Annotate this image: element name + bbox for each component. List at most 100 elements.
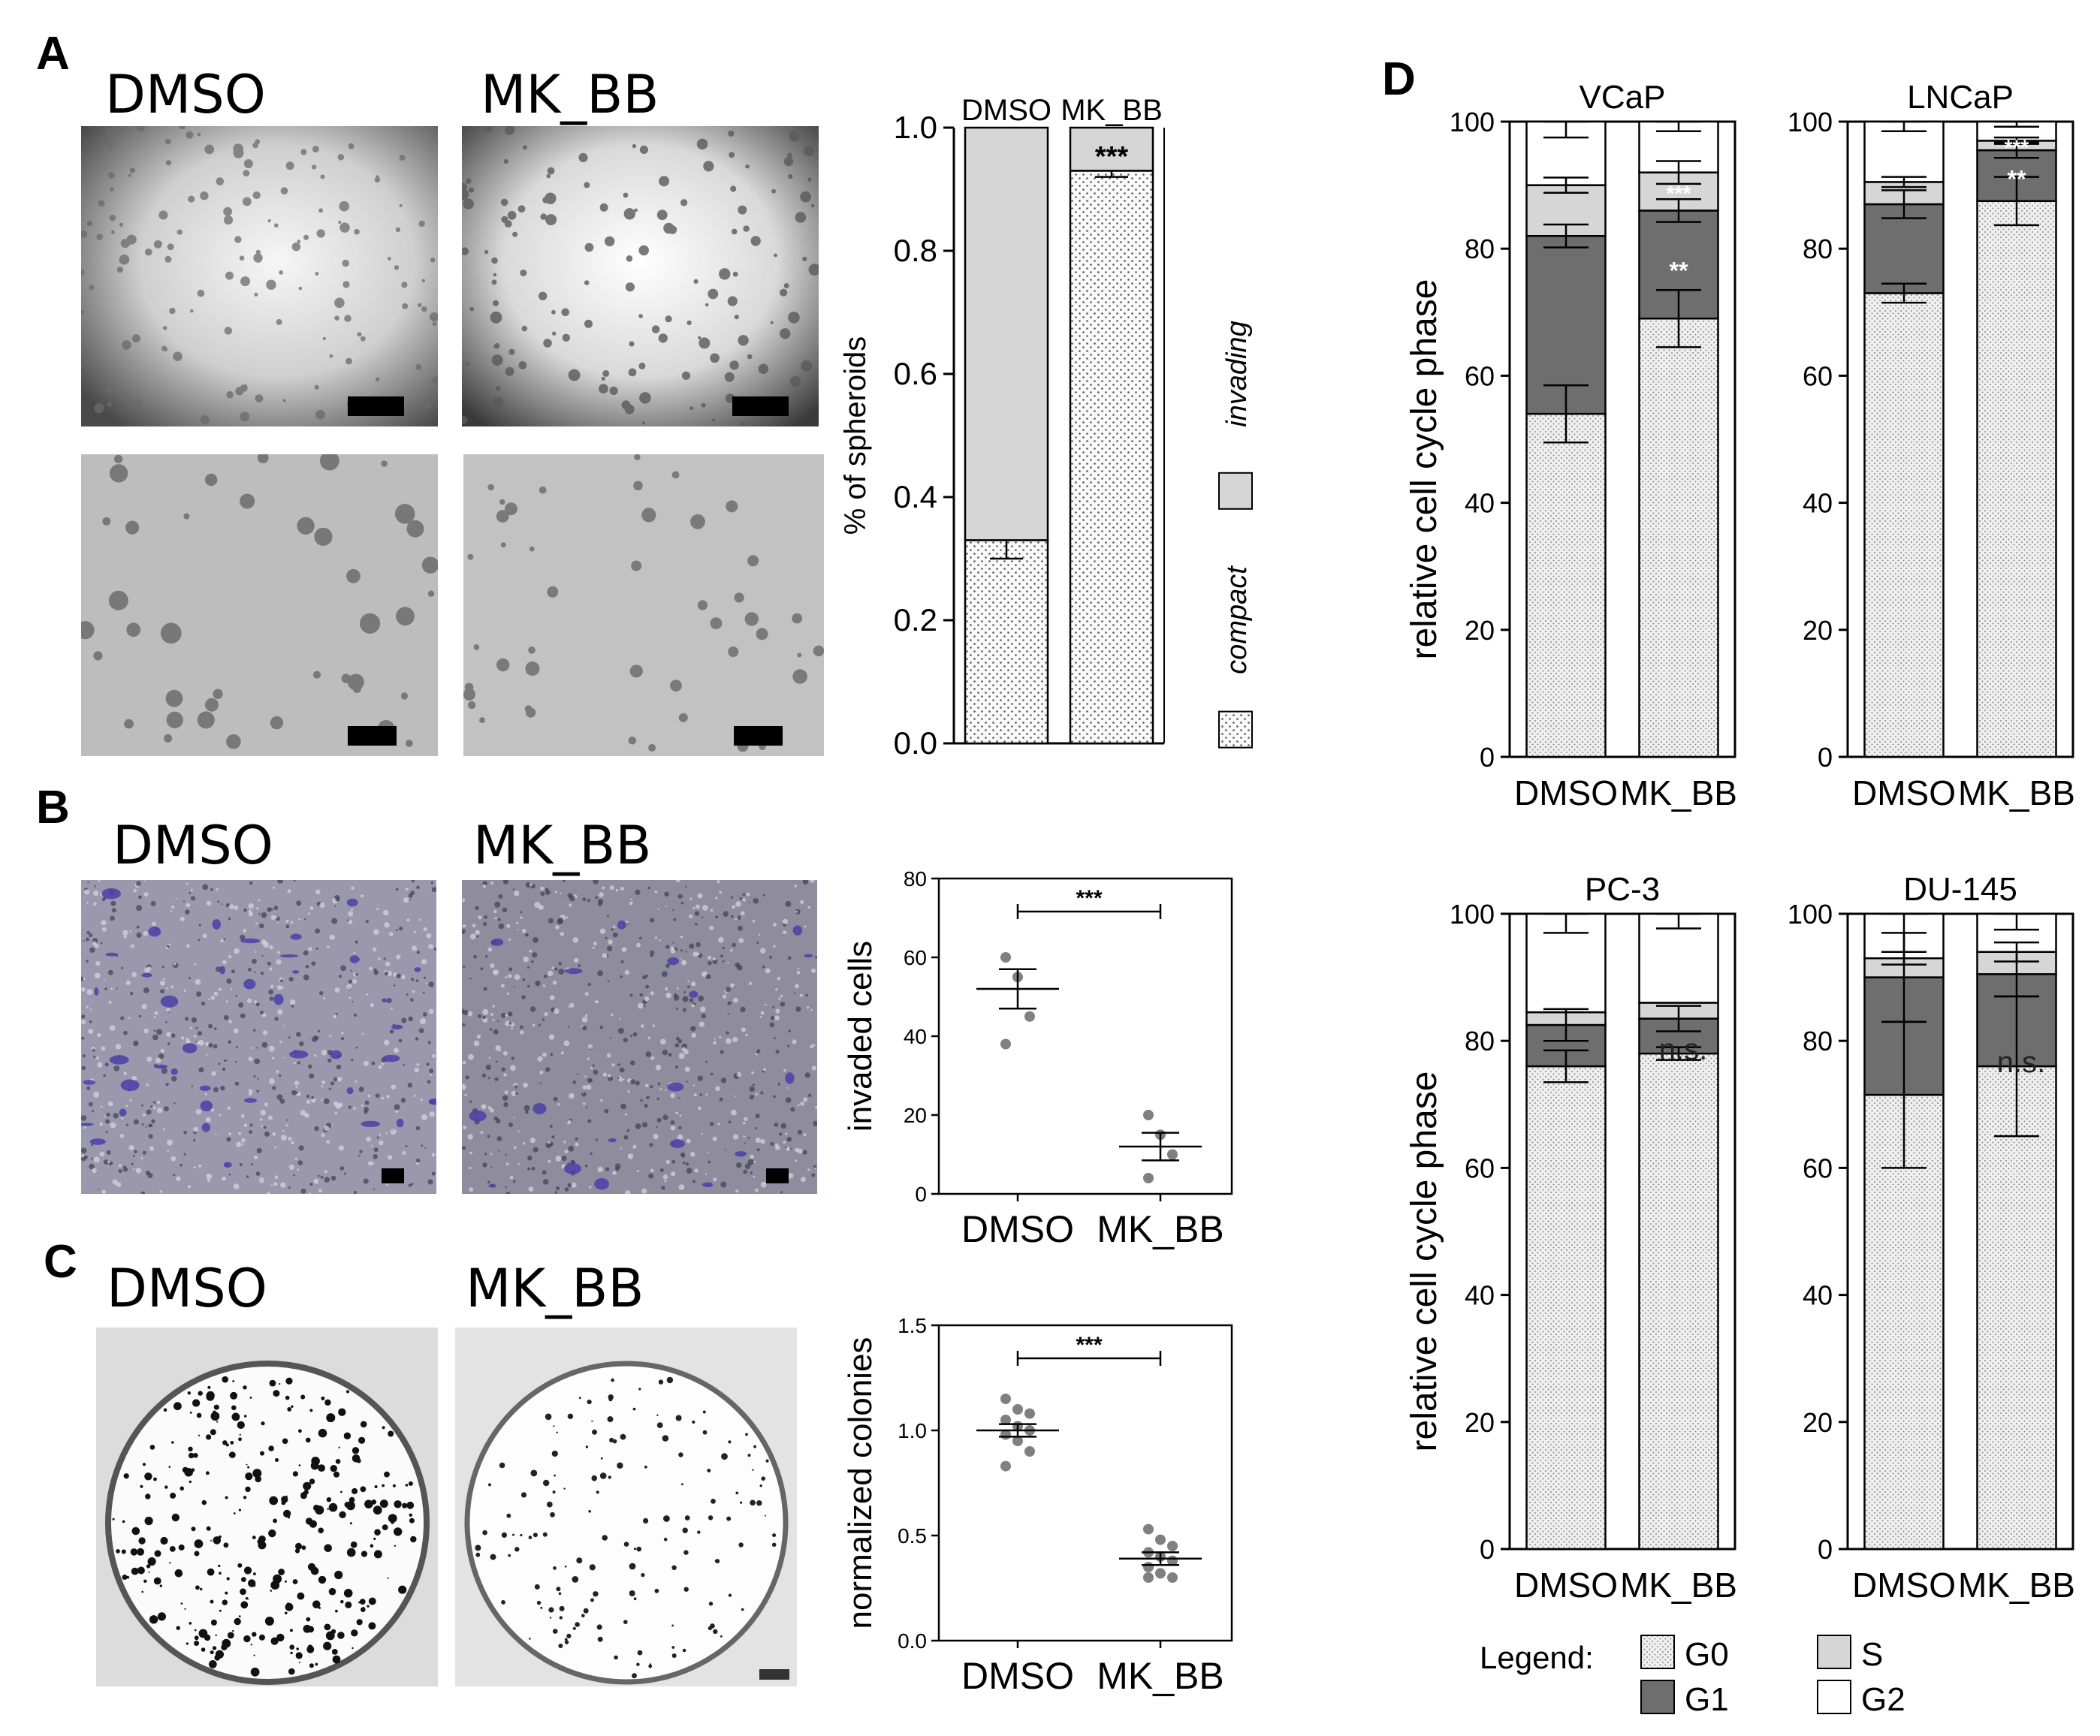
speck: [786, 1137, 792, 1142]
speck: [483, 922, 487, 927]
colony: [671, 1653, 677, 1658]
speck: [619, 1067, 625, 1073]
speck: [584, 182, 590, 188]
speck: [732, 1134, 739, 1140]
speck: [102, 517, 111, 526]
speck: [352, 1000, 354, 1003]
speck: [815, 1106, 817, 1109]
speck: [740, 1006, 746, 1013]
speck: [675, 1036, 680, 1041]
colony: [588, 1510, 591, 1513]
speck: [785, 1132, 788, 1135]
speck: [620, 975, 623, 978]
speck: [738, 925, 743, 931]
colony: [303, 1490, 309, 1495]
speck: [727, 1013, 730, 1015]
speck: [708, 956, 712, 960]
colony: [546, 1501, 553, 1508]
speck: [256, 1147, 262, 1153]
speck: [125, 980, 131, 986]
speck: [373, 947, 377, 952]
colony: [232, 1380, 235, 1382]
speck: [481, 1104, 487, 1110]
speck: [361, 1104, 364, 1107]
speck: [552, 331, 557, 336]
speck: [692, 906, 695, 910]
colony: [382, 1484, 385, 1487]
speck: [587, 899, 590, 903]
speck: [81, 1036, 85, 1040]
colony: [614, 1655, 618, 1660]
colony: [543, 1479, 550, 1487]
colony: [191, 1527, 196, 1532]
speck: [315, 947, 318, 950]
colony: [198, 1434, 201, 1436]
colony: [682, 1648, 686, 1653]
speck: [482, 1162, 487, 1168]
speck: [125, 520, 140, 535]
speck: [418, 220, 425, 228]
speck: [521, 928, 527, 933]
speck: [234, 948, 240, 954]
speck: [811, 1173, 816, 1177]
colony: [176, 1626, 180, 1630]
colony: [765, 1514, 766, 1517]
colony: [237, 1563, 243, 1568]
colony: [720, 1635, 723, 1638]
speck: [662, 1049, 668, 1056]
speck: [671, 1171, 676, 1177]
speck: [662, 211, 668, 216]
colony: [270, 1637, 279, 1645]
speck: [376, 907, 379, 911]
colony: [711, 1499, 716, 1504]
speck: [539, 291, 548, 300]
speck: [259, 1011, 264, 1014]
speck: [143, 1028, 149, 1034]
speck: [747, 354, 753, 360]
speck: [167, 1042, 170, 1045]
speck: [620, 887, 624, 891]
colony: [349, 1522, 352, 1525]
stain-spot: [155, 1064, 168, 1069]
colony: [206, 1471, 210, 1475]
y-tick-label: 40: [1803, 1280, 1833, 1311]
speck: [312, 164, 317, 170]
colony: [567, 1413, 574, 1419]
y-tick-label: 60: [904, 946, 927, 969]
speck: [719, 268, 731, 280]
speck: [481, 1073, 486, 1078]
speck: [173, 962, 177, 966]
colony: [405, 1484, 409, 1487]
speck: [545, 888, 549, 891]
speck: [331, 1124, 334, 1126]
significance-label: ***: [1095, 141, 1129, 173]
speck: [487, 484, 494, 491]
legend-swatch-g2: [1817, 1680, 1851, 1714]
colony: [250, 1667, 260, 1677]
y-tick-label: 40: [904, 1025, 927, 1048]
speck: [240, 934, 246, 940]
speck: [774, 1037, 776, 1040]
speck: [621, 947, 627, 952]
speck: [108, 590, 128, 610]
speck: [317, 1174, 320, 1177]
bar-segment-G0: [1525, 412, 1607, 758]
colony: [753, 1445, 756, 1448]
colony: [268, 1529, 276, 1538]
speck: [243, 170, 250, 176]
speck: [106, 1112, 110, 1117]
colony: [683, 1587, 689, 1592]
speck: [170, 910, 173, 912]
speck: [717, 880, 720, 884]
speck: [797, 1104, 800, 1107]
speck: [136, 932, 142, 938]
speck: [765, 968, 771, 974]
colony: [180, 1486, 184, 1491]
speck: [93, 1091, 100, 1098]
speck: [715, 1086, 720, 1092]
speck: [81, 987, 86, 992]
speck: [355, 1046, 358, 1049]
speck: [384, 922, 390, 928]
colony: [143, 1579, 147, 1583]
